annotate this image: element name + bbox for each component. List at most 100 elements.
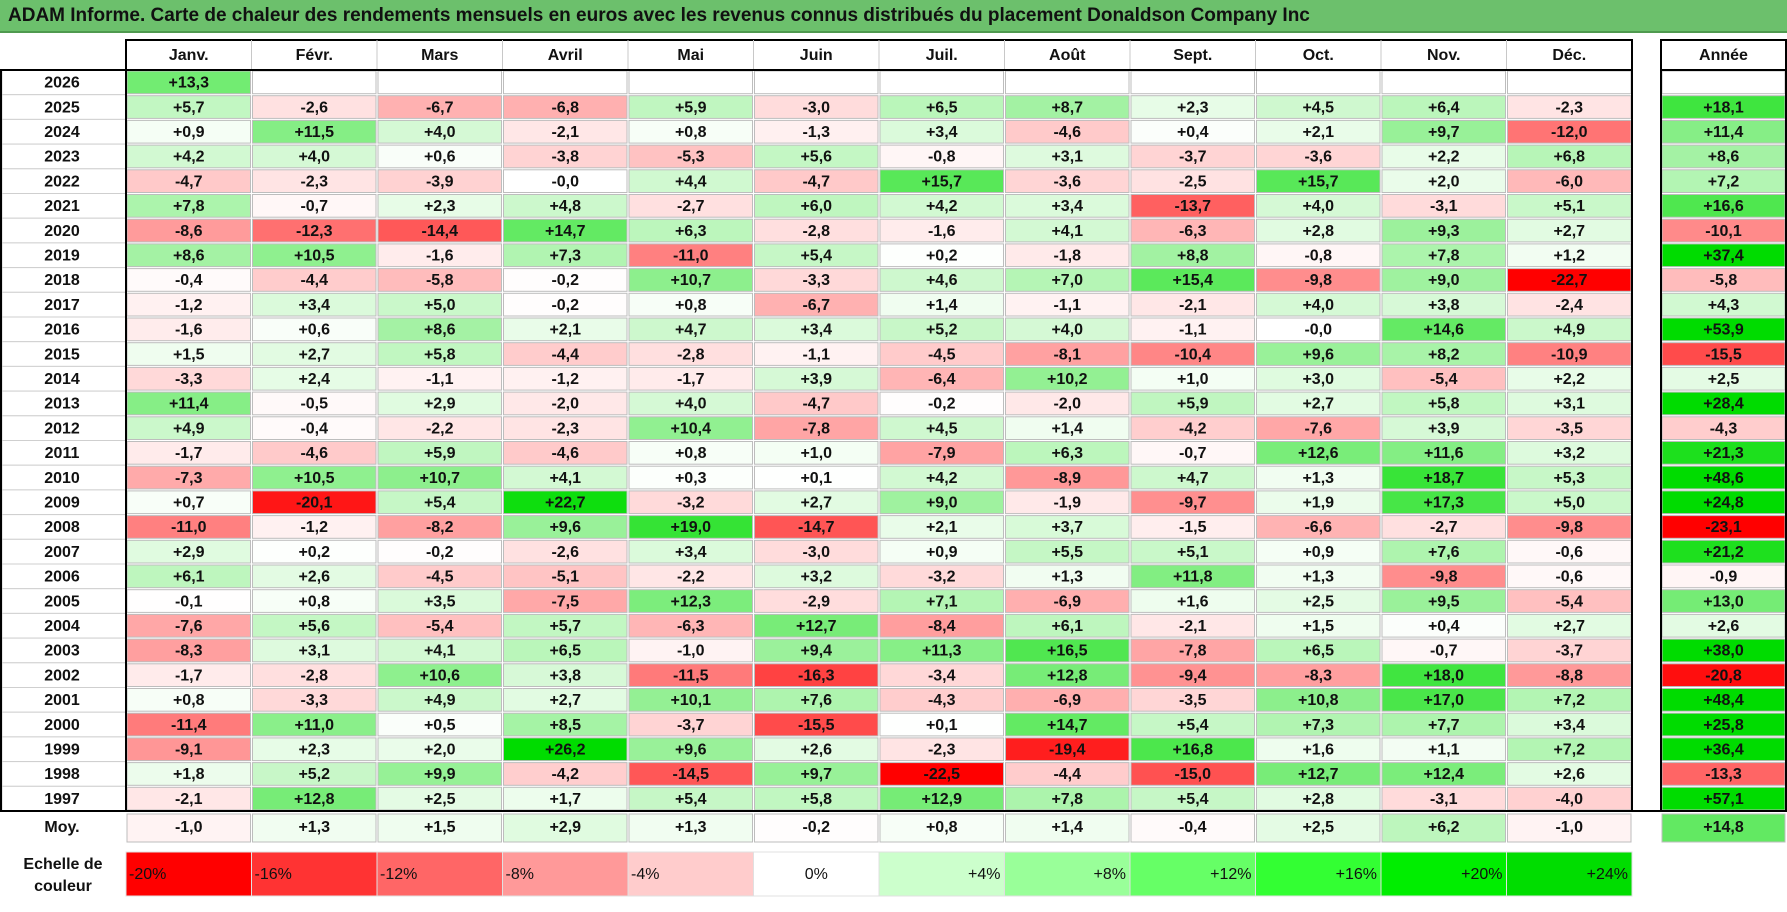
heat-cell [503,194,628,218]
heat-cell [252,465,377,490]
heat-cell [1130,366,1255,391]
cell-value: +9,0 [926,494,958,511]
heat-cell [628,194,753,218]
cell-value: +10,8 [1298,692,1339,709]
heat-cell [252,613,377,638]
cell-value: +9,7 [800,766,832,783]
cell-value: +0,4 [1177,124,1209,141]
heat-cell [503,737,628,762]
average-cell [1381,813,1506,843]
heat-cell [879,762,1004,786]
heat-cell [252,515,377,539]
cell-value: +4,9 [173,420,205,437]
heat-cell [1381,663,1506,687]
heat-cell [1256,366,1381,391]
heat-cell [628,144,753,169]
scale-label: -8% [506,866,534,883]
heat-cell [1256,144,1381,169]
cell-value: +4,4 [675,173,707,190]
heat-cell [628,564,753,589]
heat-cell [503,539,628,564]
cell-value: +4,9 [424,692,456,709]
heat-cell [628,317,753,342]
heat-cell [503,218,628,243]
heat-cell [1256,95,1381,119]
heat-cell [1005,688,1130,712]
heat-cell [1381,144,1506,169]
cell-value: -6,7 [426,99,454,116]
year-label-2018: 2018 [44,272,80,289]
cell-value: -2,2 [677,569,705,586]
heat-cell [252,70,377,95]
cell-value: +3,9 [1428,420,1460,437]
cell-value: +12,3 [671,593,712,610]
scale-swatch [878,851,1005,897]
heat-cell [628,688,753,712]
heat-cell [252,712,377,737]
cell-value: -2,7 [1430,519,1458,536]
cell-value: +8,7 [1051,99,1083,116]
heat-cell [252,539,377,564]
cell-value: -8,6 [175,223,203,240]
heat-cell [377,441,502,465]
heat-cell [377,70,502,95]
cell-value: -2,1 [1179,618,1207,635]
cell-value: +7,6 [1428,544,1460,561]
heat-cell [1381,342,1506,366]
scale-swatch [753,851,880,897]
average-value: +1,4 [1051,819,1083,836]
cell-value: -5,8 [426,272,454,289]
heat-cell [252,366,377,391]
heat-cell [1005,416,1130,440]
cell-value: +9,5 [1428,593,1460,610]
cell-value: +2,5 [424,791,456,808]
heat-cell [503,613,628,638]
average-value: +1,3 [675,819,707,836]
cell-value: -3,4 [928,667,956,684]
heat-cell [1256,663,1381,687]
annual-value: +18,1 [1703,99,1744,116]
heat-cell [879,119,1004,144]
heat-cell [1256,416,1381,440]
cell-value: -2,4 [1555,297,1583,314]
cell-value: -5,4 [1430,371,1458,388]
cell-value: -3,0 [802,99,830,116]
heat-cell [1130,416,1255,440]
cell-value: +18,7 [1424,470,1465,487]
cell-value: +6,3 [1051,445,1083,462]
heat-cell [1005,70,1130,95]
cell-value: +3,4 [800,322,832,339]
heat-cell [1130,342,1255,366]
heat-cell [503,712,628,737]
cell-value: +11,8 [1173,569,1213,586]
year-label-2019: 2019 [44,247,80,264]
heat-cell [1005,638,1130,663]
average-cell [1256,813,1381,843]
year-cell [1,711,127,738]
scale-label-line1: Echelle de [23,856,102,873]
heat-cell [628,119,753,144]
heat-cell [628,169,753,194]
heat-cell [1381,95,1506,119]
year-cell [1,94,127,120]
heat-cell [879,194,1004,218]
year-cell [1,193,127,219]
cell-value: +16,5 [1047,643,1088,660]
scale-label: -16% [255,866,292,883]
cell-value: -2,8 [802,223,830,240]
heat-cell [1130,762,1255,786]
heat-cell [1381,762,1506,786]
heat-cell [754,589,879,613]
average-value: +2,5 [1302,819,1334,836]
cell-value: -1,6 [928,223,956,240]
heat-cell [377,416,502,440]
heat-cell [1130,95,1255,119]
heat-cell [377,515,502,539]
annual-value: +25,8 [1703,717,1744,734]
cell-value: +0,9 [1302,544,1334,561]
heat-cell [628,539,753,564]
cell-value: +0,8 [675,297,707,314]
average-cell [252,813,377,843]
cell-value: +9,7 [1428,124,1460,141]
cell-value: -3,9 [426,173,454,190]
